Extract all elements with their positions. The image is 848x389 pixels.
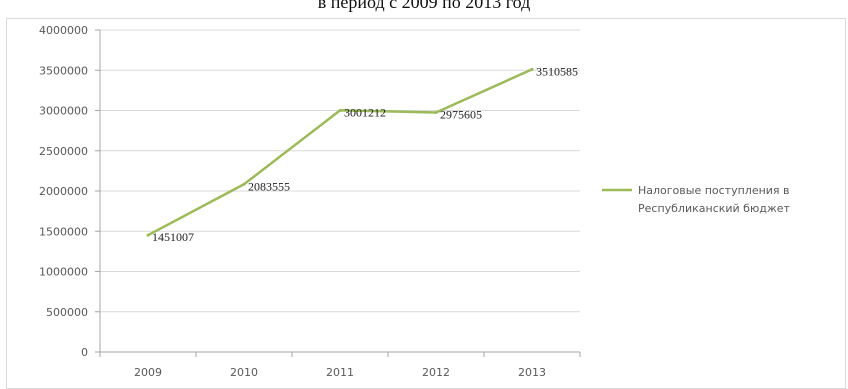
y-tick-label: 4000000 [39, 24, 88, 37]
x-tick-label: 2010 [230, 366, 258, 379]
legend-label: Налоговые поступления в [638, 184, 790, 197]
y-tick-label: 3000000 [39, 105, 88, 118]
data-label: 2975605 [440, 107, 482, 121]
data-label: 3001212 [344, 105, 386, 119]
y-tick-label: 500000 [46, 306, 88, 319]
y-tick-label: 3500000 [39, 64, 88, 77]
legend-label: Республиканский бюджет [638, 202, 791, 215]
data-point [530, 67, 534, 71]
series-line [147, 68, 533, 237]
y-tick-label: 2500000 [39, 145, 88, 158]
data-point [146, 233, 150, 237]
data-point [242, 182, 246, 186]
y-tick-label: 1500000 [39, 225, 88, 238]
chart-title: в период с 2009 по 2013 год [317, 0, 531, 12]
data-label: 1451007 [152, 230, 194, 244]
y-tick-label: 0 [81, 346, 88, 359]
data-label: 3510585 [536, 64, 578, 78]
x-tick-label: 2012 [422, 366, 450, 379]
y-tick-label: 2000000 [39, 185, 88, 198]
x-tick-label: 2013 [518, 366, 546, 379]
x-tick-label: 2009 [134, 366, 162, 379]
x-tick-label: 2011 [326, 366, 354, 379]
y-tick-label: 1000000 [39, 266, 88, 279]
data-point [434, 110, 438, 114]
data-point [338, 108, 342, 112]
data-label: 2083555 [248, 179, 290, 193]
